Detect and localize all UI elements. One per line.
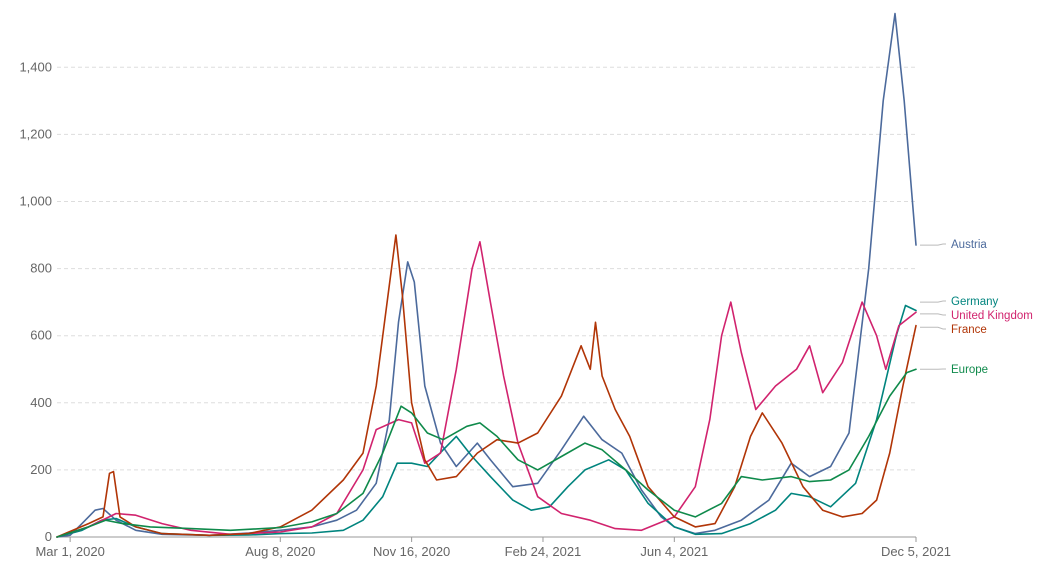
legend-connector xyxy=(920,326,946,330)
series-lines xyxy=(56,12,917,538)
y-tick-label: 0 xyxy=(45,529,52,544)
series-line-united-kingdom xyxy=(56,241,917,538)
legend-label-france: France xyxy=(951,324,987,336)
x-tick-label: Jun 4, 2021 xyxy=(640,544,708,559)
y-tick-label: 800 xyxy=(30,261,52,276)
series-line-europe xyxy=(56,368,917,538)
y-tick-label: 200 xyxy=(30,462,52,477)
x-tick-label: Dec 5, 2021 xyxy=(881,544,951,559)
legend-connector xyxy=(920,300,946,303)
y-tick-label: 600 xyxy=(30,328,52,343)
legend-label-germany: Germany xyxy=(951,296,999,308)
x-tick-label: Mar 1, 2020 xyxy=(35,544,104,559)
legend-label-austria: Austria xyxy=(951,239,987,251)
legend-connector xyxy=(920,313,946,316)
series-line-germany xyxy=(56,304,917,538)
series-line-france xyxy=(56,234,917,538)
grid-lines xyxy=(57,66,916,471)
x-tick-label: Feb 24, 2021 xyxy=(505,544,582,559)
y-tick-label: 1,200 xyxy=(19,126,52,141)
y-axis: 0 200 400 600 800 1,000 1,200 1,400 xyxy=(19,59,52,544)
y-tick-label: 1,400 xyxy=(19,59,52,74)
x-tick-label: Aug 8, 2020 xyxy=(245,544,315,559)
legend-label-united-kingdom: United Kingdom xyxy=(951,310,1033,322)
legend: Austria Germany United Kingdom France Europe xyxy=(920,239,1033,376)
x-tick-label: Nov 16, 2020 xyxy=(373,544,450,559)
legend-connector xyxy=(920,243,946,246)
y-tick-label: 400 xyxy=(30,395,52,410)
y-tick-label: 1,000 xyxy=(19,194,52,209)
x-axis: Mar 1, 2020 Aug 8, 2020 Nov 16, 2020 Feb 24… xyxy=(35,536,951,559)
legend-label-europe: Europe xyxy=(951,364,988,376)
